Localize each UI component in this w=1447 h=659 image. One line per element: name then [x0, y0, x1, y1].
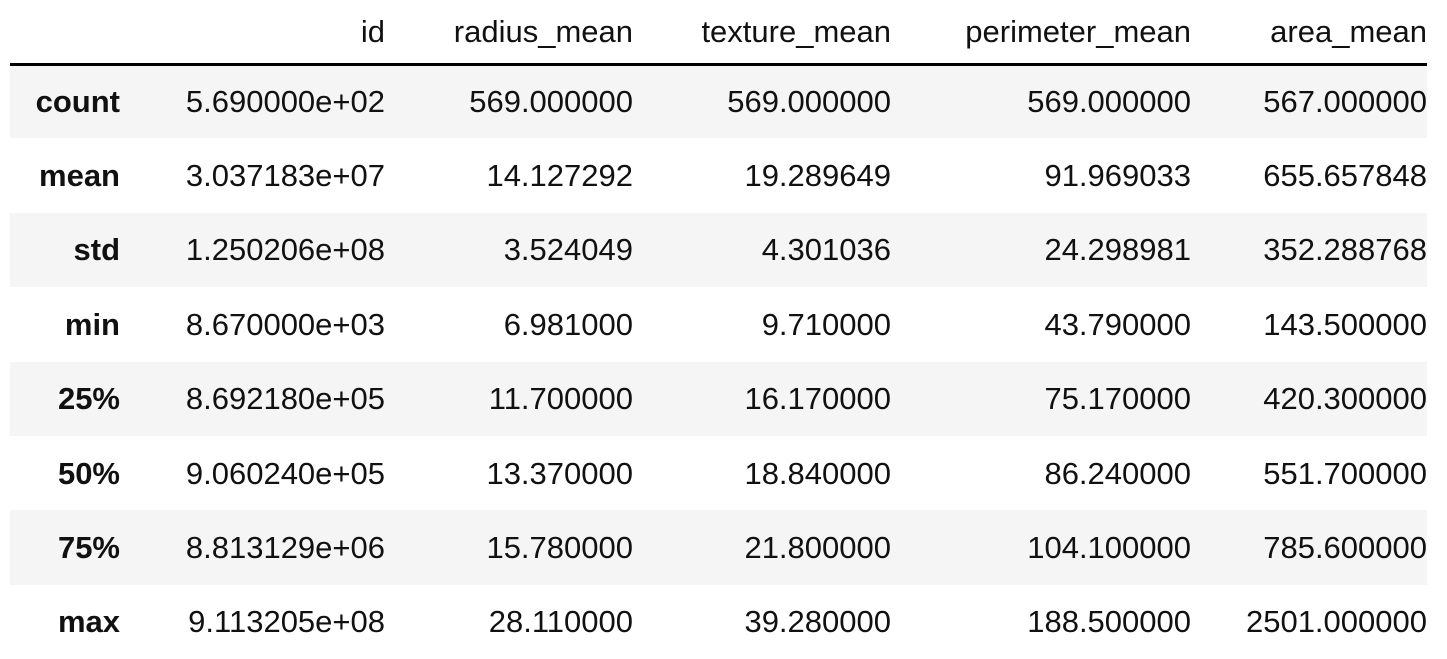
row-label: 50% [57, 455, 120, 491]
table-cell: 569.000000 [469, 84, 633, 120]
table-row: mean 3.037183e+07 14.127292 19.289649 91… [10, 138, 1427, 213]
row-label: mean [39, 158, 120, 194]
table-cell: 91.969033 [1044, 158, 1191, 194]
table-cell: 8.692180e+05 [185, 381, 385, 417]
table-cell: 2501.000000 [1245, 604, 1427, 640]
table-cell: 567.000000 [1263, 84, 1427, 120]
table-row: count 5.690000e+02 569.000000 569.000000… [10, 64, 1427, 139]
table-cell: 9.710000 [761, 306, 891, 342]
table-cell: 86.240000 [1044, 455, 1191, 491]
table-cell: 28.110000 [488, 604, 633, 640]
table-cell: 6.981000 [503, 306, 633, 342]
table-cell: 9.060240e+05 [185, 455, 385, 491]
table-cell: 3.037183e+07 [185, 158, 385, 194]
table-body: count 5.690000e+02 569.000000 569.000000… [10, 64, 1427, 659]
table-cell: 3.524049 [503, 232, 633, 268]
table-cell: 143.500000 [1263, 306, 1427, 342]
table-header: id radius_mean texture_mean perimeter_me… [10, 0, 1427, 66]
row-label: std [73, 232, 121, 268]
row-label: 75% [57, 530, 120, 566]
table-cell: 569.000000 [1027, 84, 1191, 120]
table-cell: 21.800000 [744, 530, 891, 566]
table-cell: 9.113205e+08 [188, 604, 385, 640]
table-cell: 420.300000 [1263, 381, 1427, 417]
table-cell: 8.813129e+06 [185, 530, 385, 566]
table-cell: 14.127292 [486, 158, 633, 194]
table-cell: 75.170000 [1044, 381, 1191, 417]
table-cell: 352.288768 [1263, 232, 1427, 268]
table-cell: 785.600000 [1263, 530, 1427, 566]
table-row: min 8.670000e+03 6.981000 9.710000 43.79… [10, 287, 1427, 362]
table-cell: 188.500000 [1027, 604, 1191, 640]
index-header [10, 0, 120, 66]
column-header-radius-mean: radius_mean [385, 0, 633, 66]
row-label: 25% [57, 381, 120, 417]
table-row: 25% 8.692180e+05 11.700000 16.170000 75.… [10, 361, 1427, 436]
table-row: 50% 9.060240e+05 13.370000 18.840000 86.… [10, 435, 1427, 511]
column-header-area-mean: area_mean [1191, 0, 1427, 66]
table-cell: 569.000000 [727, 84, 891, 120]
header-row: id radius_mean texture_mean perimeter_me… [10, 0, 1427, 66]
table-cell: 1.250206e+08 [185, 232, 385, 268]
column-header-texture-mean: texture_mean [633, 0, 891, 66]
table-cell: 43.790000 [1044, 306, 1191, 342]
table-cell: 551.700000 [1263, 455, 1427, 491]
table-row: max 9.113205e+08 28.110000 39.280000 188… [10, 584, 1427, 659]
table-cell: 8.670000e+03 [185, 306, 385, 342]
table-cell: 11.700000 [488, 381, 633, 417]
table-cell: 24.298981 [1044, 232, 1191, 268]
row-label: max [57, 604, 120, 640]
describe-table: id radius_mean texture_mean perimeter_me… [10, 0, 1427, 659]
column-header-perimeter-mean: perimeter_mean [891, 0, 1191, 66]
table-cell: 104.100000 [1027, 530, 1191, 566]
table-cell: 16.170000 [744, 381, 891, 417]
table-cell: 13.370000 [486, 455, 633, 491]
row-label: min [64, 306, 120, 342]
row-label: count [35, 84, 120, 120]
table-cell: 18.840000 [744, 455, 891, 491]
table-cell: 655.657848 [1263, 158, 1427, 194]
table-cell: 15.780000 [486, 530, 633, 566]
table-cell: 19.289649 [744, 158, 891, 194]
table-cell: 4.301036 [761, 232, 891, 268]
table-row: std 1.250206e+08 3.524049 4.301036 24.29… [10, 212, 1427, 288]
column-header-id: id [120, 0, 385, 66]
table-row: 75% 8.813129e+06 15.780000 21.800000 104… [10, 510, 1427, 585]
table-cell: 5.690000e+02 [185, 84, 385, 120]
table-cell: 39.280000 [744, 604, 891, 640]
